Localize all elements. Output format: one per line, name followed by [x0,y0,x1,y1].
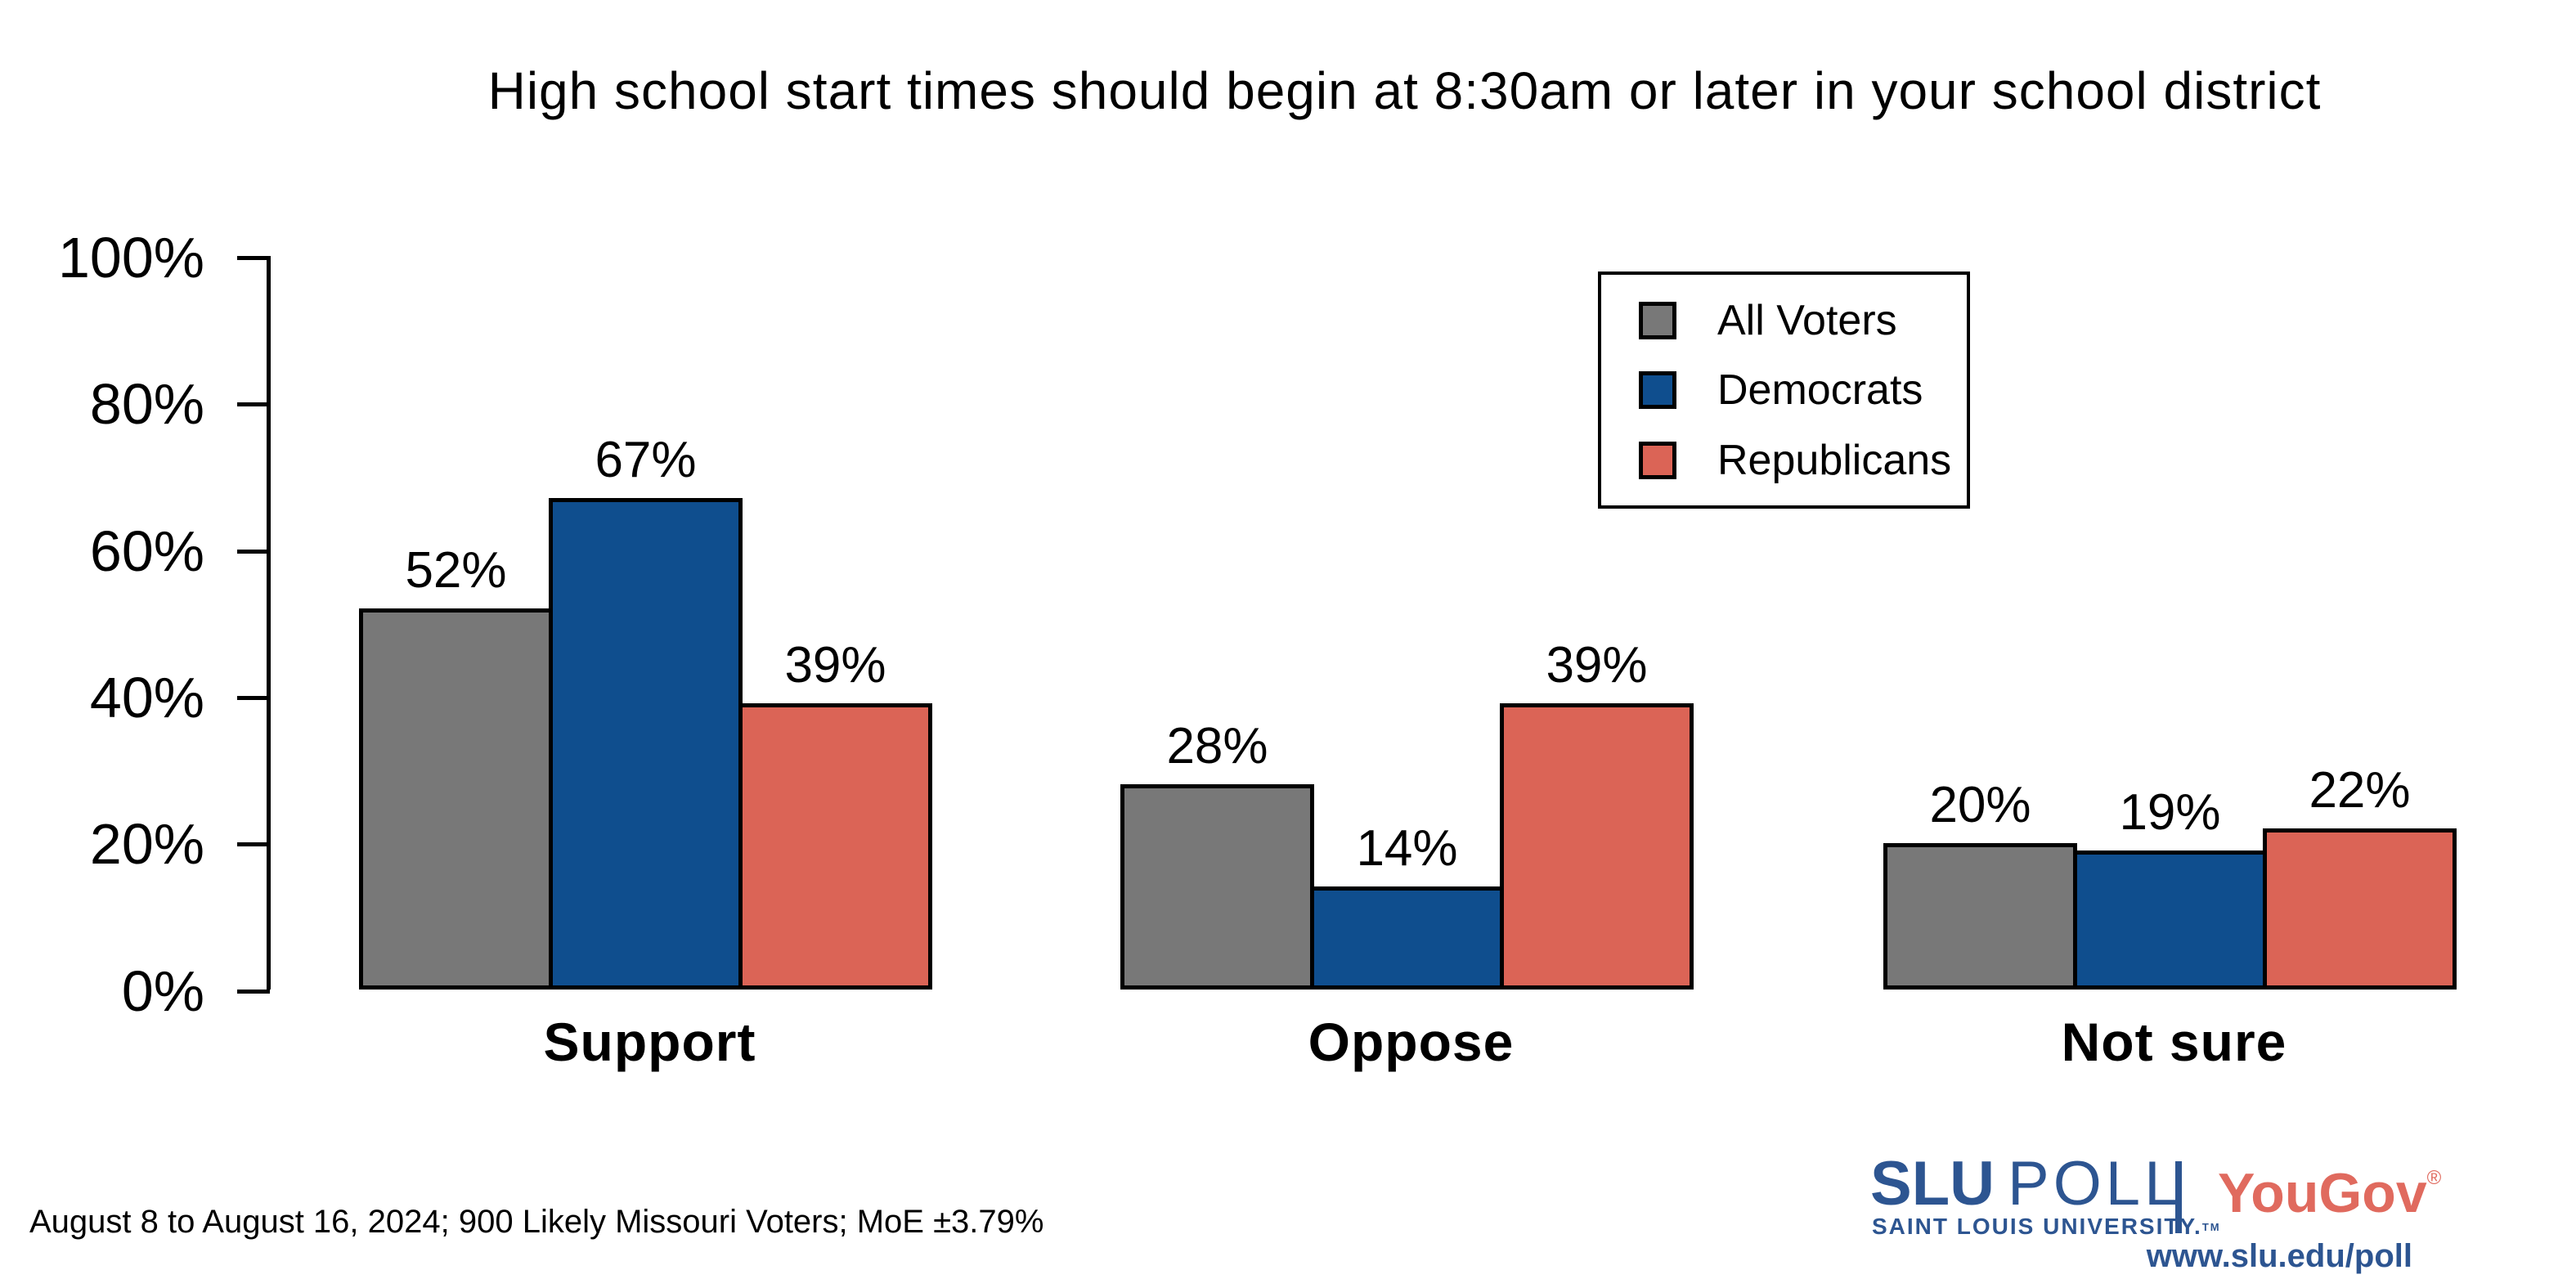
bar-value-label: 39% [1546,637,1648,694]
y-tick-label: 60% [89,519,204,583]
y-axis-tick [237,990,270,994]
legend-item-republicans: Republicans [1639,436,1967,485]
bar-all-voters-not-sure: 20% [1883,777,2077,990]
category-label-support: Support [543,1012,756,1072]
chart-title: High school start times should begin at … [487,61,2322,120]
legend-label: Republicans [1717,436,1952,484]
bar-republicans-support: 39% [738,637,932,990]
y-axis-tick [237,696,270,700]
legend-item-democrats: Democrats [1639,366,1967,415]
y-axis-tick [237,842,270,846]
registered-mark: ® [2426,1167,2442,1189]
bar-value-label: 14% [1356,820,1458,877]
slu-poll-logo: SLU POLL [1870,1148,2183,1219]
y-axis-tick [237,402,270,406]
y-tick-label: 0% [121,959,204,1023]
bar-value-label: 20% [1929,776,2031,833]
slu-subtitle-text: SAINT LOUIS UNIVERSITY. [1872,1214,2202,1239]
plot-area: 52% 67% 39% Support 28% 14% 39% Oppose 20% 19% 22%… [272,256,2497,1072]
source-note: August 8 to August 16, 2024; 900 Likely … [29,1204,1044,1240]
y-tick-label: 20% [89,812,204,876]
legend-label: All Voters [1717,296,1897,344]
legend-swatch-democrats [1639,371,1676,409]
bar-value-label: 22% [2309,761,2411,819]
bar-group-support: 52% 67% 39% [359,256,940,990]
y-tick-label: 100% [57,226,204,289]
bar-value-label: 39% [784,637,886,694]
y-tick-label: 40% [89,666,204,729]
bar-value-label: 67% [595,432,697,489]
trademark-mark: TM [2201,1221,2221,1233]
legend-label: Democrats [1717,366,1923,414]
logo-divider-bar [2175,1161,2182,1233]
bar-group-oppose: 28% 14% 39% [1120,256,1702,990]
y-axis-line [267,256,271,990]
bar-all-voters-support: 52% [359,542,553,990]
bar-democrats-oppose: 14% [1310,820,1504,990]
bar-value-label: 28% [1166,717,1268,774]
y-axis-tick [237,550,270,554]
bar-democrats-support: 67% [549,432,743,990]
slu-logo-subtitle: SAINT LOUIS UNIVERSITY.TM [1872,1214,2221,1240]
bar-group-not-sure: 20% 19% 22% [1883,256,2465,990]
legend-item-all-voters: All Voters [1639,296,1967,345]
bar-republicans-not-sure: 22% [2263,762,2457,990]
category-label-not-sure: Not sure [2061,1012,2287,1072]
bar-value-label: 52% [405,541,507,599]
bar-value-label: 19% [2119,783,2221,841]
legend-swatch-republicans [1639,441,1676,479]
bar-republicans-oppose: 39% [1500,637,1694,990]
y-tick-label: 80% [89,372,204,436]
legend-swatch-all-voters [1639,301,1676,339]
yougov-logo-text: YouGov [2218,1162,2427,1224]
category-label-oppose: Oppose [1308,1012,1515,1072]
slu-logo-text: SLU [1870,1149,1995,1218]
poll-logo-text: POLL [2008,1149,2183,1218]
bar-all-voters-oppose: 28% [1120,718,1314,990]
slu-poll-url: www.slu.edu/poll [2146,1238,2412,1274]
y-axis-tick [237,256,270,260]
bar-democrats-not-sure: 19% [2073,784,2267,990]
yougov-logo: YouGov® [2218,1161,2441,1225]
legend-box: All Voters Democrats Republicans [1598,272,1970,509]
